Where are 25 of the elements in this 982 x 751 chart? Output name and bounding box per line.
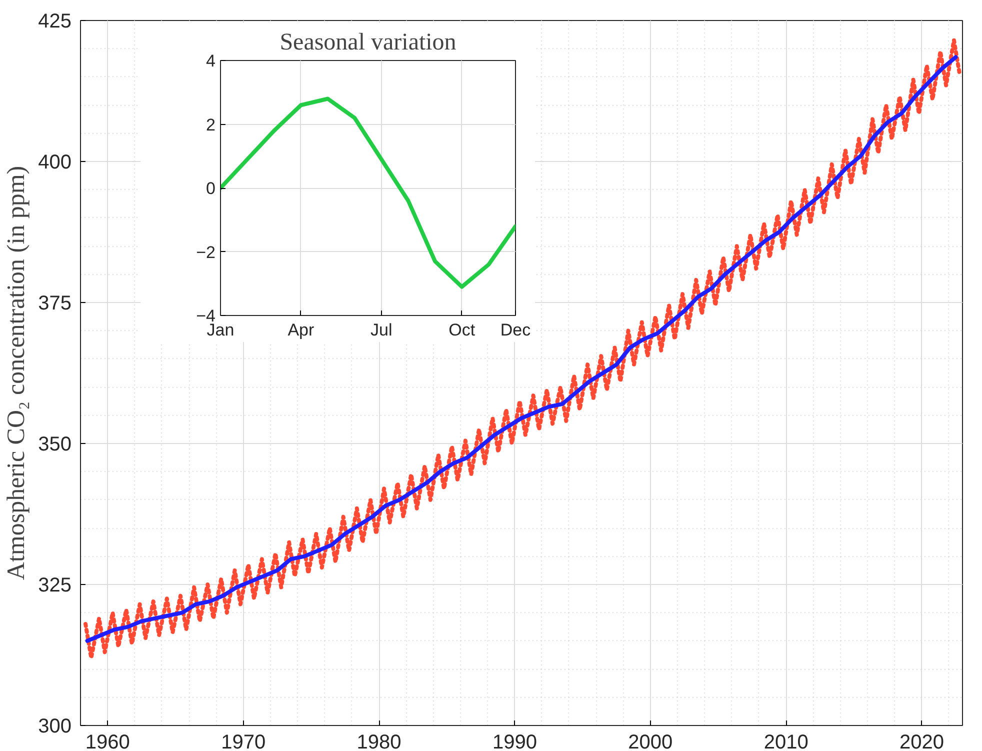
y-tick-label: 0 — [206, 179, 216, 198]
x-tick-label: 1970 — [221, 732, 266, 751]
x-tick-label: 1960 — [85, 732, 130, 751]
x-tick-label: 2020 — [900, 732, 944, 751]
x-tick-label: Apr — [288, 320, 315, 340]
y-tick-label: 4 — [206, 52, 216, 70]
x-tick-label: Oct — [448, 320, 476, 340]
line-series — [220, 96, 516, 289]
y-axis-title: Atmospheric CO₂ concentration (in ppm) — [3, 166, 30, 580]
y-tick-label: 425 — [38, 10, 72, 32]
y-tick-label: 325 — [38, 574, 72, 596]
y-tick-label: −2 — [196, 242, 216, 262]
x-tick-label: 1980 — [356, 732, 402, 751]
chart-title: Seasonal variation — [280, 30, 456, 56]
y-tick-label: 350 — [38, 434, 72, 456]
x-tick-label: Jul — [370, 320, 392, 340]
x-tick-label: Jan — [206, 320, 234, 340]
y-tick-label: 375 — [38, 292, 72, 314]
y-tick-label: 2 — [206, 115, 216, 134]
y-tick-label: 400 — [38, 152, 72, 174]
y-tick-label: 300 — [38, 716, 72, 738]
x-tick-label: 2010 — [764, 732, 808, 751]
x-tick-label: Dec — [500, 320, 532, 340]
x-tick-label: 2000 — [628, 732, 673, 751]
x-tick-label: 1990 — [492, 732, 537, 751]
